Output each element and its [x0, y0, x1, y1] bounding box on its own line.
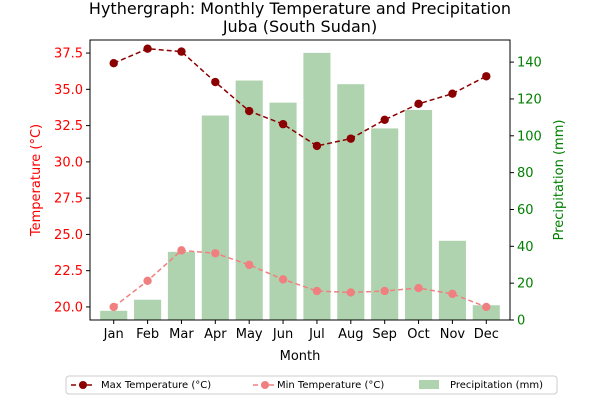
y-left-tick-label: 32.5	[54, 119, 83, 134]
y-axis-right-label: Precipitation (mm)	[552, 120, 567, 241]
precip-bar-feb	[134, 299, 162, 320]
x-tick-label: Feb	[136, 327, 159, 342]
max-temp-point-feb	[143, 44, 152, 53]
legend-box	[65, 375, 558, 395]
y-axis-left-label: Temperature (°C)	[29, 124, 44, 237]
max-temp-point-aug	[346, 134, 356, 143]
y-right-tick-label: 120	[517, 92, 542, 107]
x-tick-label: Aug	[338, 327, 363, 342]
min-temp-point-apr	[211, 249, 220, 258]
min-temp-point-jun	[278, 275, 288, 284]
max-temp-point-jun	[278, 119, 288, 129]
x-tick-label: Dec	[474, 327, 499, 342]
min-temp-point-jul	[312, 286, 322, 296]
x-axis: Jan Feb Mar Apr May Jun Jul Aug Sep Oct Nov Dec	[103, 320, 499, 342]
max-temp-point-jul	[312, 141, 322, 151]
precip-bar-aug	[337, 84, 365, 320]
y-left-tick-label: 37.5	[54, 47, 83, 62]
min-temp-point-nov	[448, 289, 457, 299]
legend-min-temp-marker	[261, 381, 269, 389]
max-temp-point-dec	[482, 72, 491, 81]
max-temp-point-oct	[414, 99, 423, 109]
precip-bar-jul	[303, 52, 331, 320]
max-temp-point-may	[244, 106, 254, 116]
legend-min-temp-label: Min Temperature (°C)	[277, 380, 384, 391]
legend-max-temp-label: Max Temperature (°C)	[101, 380, 211, 391]
y-right-tick-label: 60	[517, 203, 534, 218]
y-left-tick-label: 27.5	[54, 192, 83, 207]
x-tick-label: Jan	[103, 327, 124, 342]
x-tick-label: Nov	[440, 327, 466, 342]
precip-bar-apr	[201, 115, 229, 321]
max-temp-point-nov	[448, 89, 457, 98]
x-tick-label: Jun	[272, 327, 293, 342]
legend-precip-label: Precipitation (mm)	[450, 380, 543, 391]
y-right-tick-label: 100	[517, 129, 542, 144]
x-tick-label: Jul	[308, 327, 325, 342]
x-tick-label: Sep	[372, 327, 397, 342]
y-right-tick-label: 20	[517, 277, 534, 292]
x-tick-label: Apr	[204, 327, 227, 342]
legend-precip-swatch	[419, 380, 439, 389]
y-left-tick-label: 30.0	[54, 155, 83, 170]
y-axis-left: 20.0 22.5 25.0 27.5 30.0 32.5 35.0 37.5	[54, 47, 90, 315]
max-temp-point-jan	[109, 59, 118, 68]
min-temp-point-feb	[143, 276, 152, 286]
y-right-tick-label: 80	[517, 166, 534, 181]
x-tick-label: Mar	[169, 327, 194, 342]
precipitation-bars	[100, 52, 500, 321]
precip-bar-jun	[269, 102, 297, 320]
max-temp-point-apr	[211, 77, 220, 87]
legend: Max Temperature (°C) Min Temperature (°C…	[65, 375, 558, 395]
y-right-tick-label: 0	[517, 314, 525, 329]
y-left-tick-label: 25.0	[54, 228, 83, 243]
precip-bar-mar	[167, 251, 195, 320]
min-temp-point-may	[244, 260, 254, 270]
min-temp-line	[113, 249, 487, 308]
chart-subtitle: Juba (South Sudan)	[222, 17, 377, 36]
min-temp-point-dec	[482, 302, 491, 312]
y-left-tick-label: 22.5	[54, 264, 83, 279]
precip-bar-nov	[438, 240, 466, 320]
max-temp-point-mar	[177, 47, 186, 56]
max-temp-point-sep	[380, 115, 389, 124]
y-right-tick-label: 40	[517, 240, 534, 255]
legend-max-temp-marker	[79, 381, 87, 389]
plot-frame	[89, 39, 511, 321]
y-axis-right: 0 20 40 60 80 100 120 140	[510, 56, 542, 329]
y-left-tick-label: 20.0	[54, 300, 83, 315]
chart-title: Hythergraph: Monthly Temperature and Pre…	[89, 0, 511, 18]
max-temp-line	[113, 47, 487, 147]
min-temp-point-oct	[414, 283, 423, 293]
y-left-tick-label: 35.0	[54, 83, 83, 98]
precip-bar-may	[235, 80, 263, 321]
min-temp-point-sep	[380, 286, 389, 296]
x-tick-label: May	[236, 327, 263, 342]
min-temp-point-mar	[177, 246, 186, 255]
x-tick-label: Oct	[407, 327, 429, 342]
min-temp-point-aug	[346, 288, 356, 297]
temperature-lines	[109, 44, 491, 312]
precip-bar-dec	[472, 305, 500, 320]
min-temp-point-jan	[109, 302, 118, 312]
x-axis-label: Month	[280, 349, 321, 364]
y-right-tick-label: 140	[517, 56, 542, 71]
precip-bar-jan	[100, 310, 128, 320]
